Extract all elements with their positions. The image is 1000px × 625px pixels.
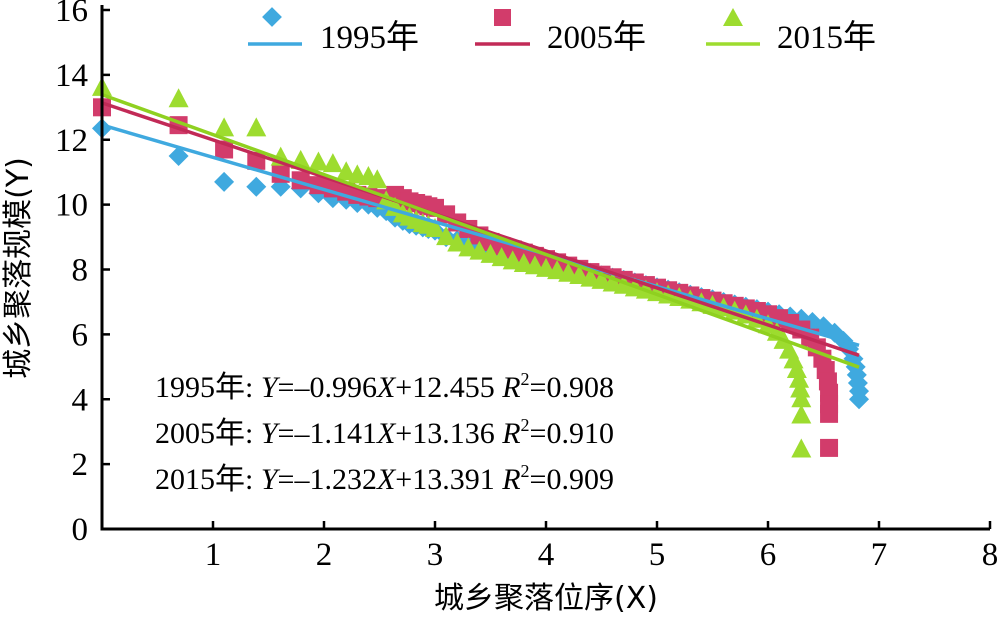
x-tick-label: 5 xyxy=(649,537,666,573)
y-axis-title: 城乡聚落规模(Y) xyxy=(1,157,36,379)
fit-line-2015年 xyxy=(101,92,860,369)
data-point xyxy=(791,388,812,408)
data-point xyxy=(168,145,189,166)
data-point xyxy=(790,378,811,398)
y-tick-label: 2 xyxy=(72,447,89,483)
y-tick-label: 12 xyxy=(55,123,88,159)
legend-label-2005: 2005年 xyxy=(547,19,646,56)
x-axis-ticks: 1 2 3 4 5 6 7 8 xyxy=(205,521,999,573)
legend-marker-2015 xyxy=(723,8,743,26)
data-point xyxy=(436,226,457,246)
data-point xyxy=(246,117,267,137)
series-points-1995年 xyxy=(92,118,870,410)
equation-2015: 2015年: Y=–1.232X+13.391 R2=0.909 xyxy=(155,461,614,496)
y-tick-label: 8 xyxy=(72,253,89,289)
data-point xyxy=(820,438,839,457)
data-point xyxy=(168,88,189,108)
data-point xyxy=(308,151,329,171)
y-tick-label: 16 xyxy=(55,0,88,29)
legend-label-1995: 1995年 xyxy=(320,19,419,56)
legend-marker-1995 xyxy=(262,7,282,27)
legend-label-2015: 2015年 xyxy=(777,19,876,56)
fit-lines xyxy=(101,92,860,369)
equation-1995: 1995年: Y=–0.996X+12.455 R2=0.908 xyxy=(155,369,614,404)
data-point xyxy=(336,161,357,181)
legend-item-2015: 2015年 xyxy=(706,8,876,56)
data-point xyxy=(786,359,807,379)
data-point xyxy=(791,438,812,458)
data-point xyxy=(480,243,501,263)
legend: 1995年 2005年 2015年 xyxy=(248,7,876,56)
data-point xyxy=(491,247,512,267)
data-point xyxy=(425,217,445,237)
x-tick-label: 2 xyxy=(316,537,333,573)
fit-line-1995年 xyxy=(101,123,860,348)
x-tick-label: 8 xyxy=(982,537,999,573)
data-point xyxy=(246,176,267,197)
data-point xyxy=(214,171,235,192)
y-tick-label: 0 xyxy=(72,512,89,548)
x-tick-label: 3 xyxy=(427,537,444,573)
legend-item-2005: 2005年 xyxy=(475,9,646,56)
equation-2005: 2005年: Y=–1.141X+13.136 R2=0.910 xyxy=(155,415,614,450)
x-tick-label: 6 xyxy=(760,537,777,573)
data-point xyxy=(849,389,870,410)
y-tick-label: 6 xyxy=(72,317,89,353)
legend-item-1995: 1995年 xyxy=(248,7,419,56)
data-point xyxy=(820,404,839,423)
y-tick-label: 4 xyxy=(72,382,89,418)
x-tick-label: 7 xyxy=(871,537,888,573)
data-point xyxy=(322,153,343,173)
data-point xyxy=(458,237,479,257)
x-tick-label: 4 xyxy=(538,537,555,573)
x-axis-title: 城乡聚落位序(X) xyxy=(434,581,658,616)
data-point xyxy=(367,169,388,189)
data-point xyxy=(789,368,810,388)
axes-frame xyxy=(100,5,990,531)
regression-equations: 1995年: Y=–0.996X+12.455 R2=0.908 2005年: … xyxy=(155,369,614,496)
y-tick-label: 10 xyxy=(55,188,88,224)
data-point xyxy=(447,232,468,252)
x-tick-label: 1 xyxy=(205,537,222,573)
legend-marker-2005 xyxy=(494,9,511,26)
data-point xyxy=(214,117,235,137)
y-tick-label: 14 xyxy=(55,58,88,94)
data-point xyxy=(791,404,812,424)
data-point xyxy=(469,240,490,260)
